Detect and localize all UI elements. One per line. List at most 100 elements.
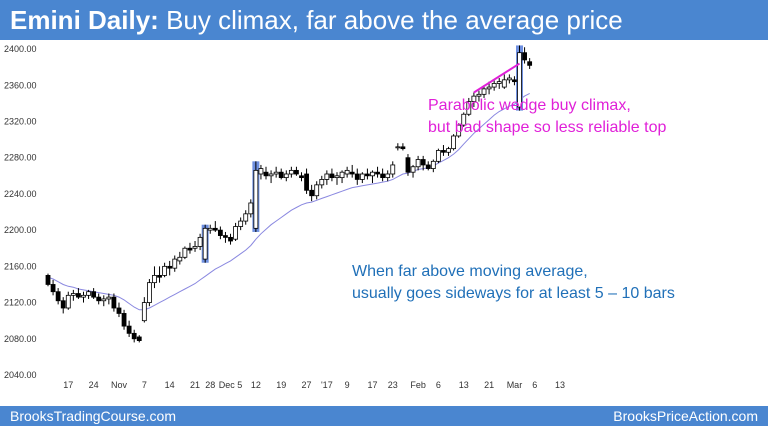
x-tick-label: Mar	[507, 380, 523, 390]
candle-body	[349, 171, 355, 175]
x-tick-label: 17	[367, 380, 377, 390]
candle-body	[243, 213, 249, 222]
candle-body	[430, 160, 436, 169]
candle-body	[294, 169, 299, 175]
candle	[202, 224, 208, 263]
candle-body	[527, 61, 533, 66]
y-tick-label: 2040.00	[4, 370, 37, 380]
y-tick-label: 2400.00	[4, 44, 37, 54]
candle-body	[314, 184, 320, 197]
candle-body	[197, 236, 203, 247]
candle-body	[456, 124, 462, 137]
candle	[146, 279, 152, 307]
candle-body	[248, 202, 254, 215]
x-tick-label: 27	[302, 380, 312, 390]
candle-body	[512, 79, 517, 83]
candle-body	[370, 171, 375, 177]
candle	[172, 255, 178, 272]
x-tick-label: 7	[142, 380, 147, 390]
footer-left-link[interactable]: BrooksTradingCourse.com	[10, 408, 176, 424]
candle-body	[380, 173, 386, 179]
candle	[278, 168, 284, 180]
y-tick-label: 2320.00	[4, 116, 37, 126]
candle-body	[415, 159, 421, 168]
candle-body	[60, 300, 66, 309]
candle	[91, 288, 97, 299]
candle	[283, 170, 289, 182]
candle	[60, 297, 66, 314]
candle-body	[451, 135, 457, 150]
candle	[121, 309, 127, 330]
candle	[126, 320, 132, 337]
candle	[400, 143, 406, 151]
candle-body	[486, 86, 492, 90]
candle-body	[253, 169, 259, 229]
candle	[517, 45, 522, 111]
candle-body	[217, 229, 223, 236]
candle-body	[238, 220, 244, 227]
candle-body	[162, 265, 168, 276]
candle-body	[365, 173, 370, 177]
highlight-bars	[201, 45, 524, 263]
candle	[70, 289, 76, 301]
candle	[380, 168, 386, 182]
candle-body	[425, 164, 431, 169]
candle-body	[395, 146, 401, 149]
candle-body	[126, 325, 132, 334]
candle	[81, 291, 86, 303]
candle	[101, 295, 107, 307]
candle	[167, 260, 173, 276]
candle-body	[111, 296, 117, 309]
candle	[304, 168, 309, 194]
candle-body	[273, 171, 279, 175]
candle-body	[319, 179, 325, 186]
candle-body	[405, 157, 411, 173]
candle	[512, 76, 517, 86]
candle	[309, 184, 315, 202]
candle	[415, 155, 421, 171]
candle	[329, 168, 335, 182]
candle-body	[283, 173, 289, 179]
candle	[288, 166, 294, 178]
candle-body	[116, 307, 122, 314]
y-tick-label: 2360.00	[4, 80, 37, 90]
candle-body	[329, 173, 335, 179]
y-tick-label: 2200.00	[4, 225, 37, 235]
candle	[425, 161, 431, 171]
candle-body	[172, 258, 178, 269]
x-tick-label: 21	[484, 380, 494, 390]
x-tick-label: Feb	[410, 380, 426, 390]
candle	[238, 217, 244, 231]
candle-body	[385, 173, 391, 179]
candle-body	[476, 93, 482, 97]
candle	[375, 166, 380, 178]
candle-body	[375, 171, 380, 175]
candle	[435, 148, 441, 164]
candle	[339, 170, 345, 184]
candle-body	[324, 173, 330, 180]
candle	[197, 233, 203, 251]
x-tick-label: 6	[532, 380, 537, 390]
candle-body	[354, 173, 360, 180]
y-axis: 2400.00 2360.00 2320.00 2280.00 2240.00 2200.…	[4, 44, 37, 380]
candle-body	[233, 226, 238, 240]
candle	[141, 297, 147, 323]
y-tick-label: 2240.00	[4, 189, 37, 199]
candle	[441, 145, 446, 156]
x-tick-label: Dec 5	[219, 380, 243, 390]
candle	[294, 166, 299, 176]
candle-body	[182, 247, 188, 258]
x-tick-label: 14	[165, 380, 175, 390]
candle	[395, 143, 401, 151]
candle-body	[152, 275, 157, 284]
candle-body	[65, 294, 71, 309]
candle	[248, 199, 254, 218]
candle	[354, 168, 360, 185]
x-tick-label: 23	[388, 380, 398, 390]
candle-body	[50, 284, 56, 293]
candle-body	[334, 175, 340, 179]
footer-right-link[interactable]: BrooksPriceAction.com	[613, 408, 758, 424]
candle-body	[339, 171, 345, 179]
candle	[233, 222, 238, 241]
x-tick-label: 13	[555, 380, 565, 390]
